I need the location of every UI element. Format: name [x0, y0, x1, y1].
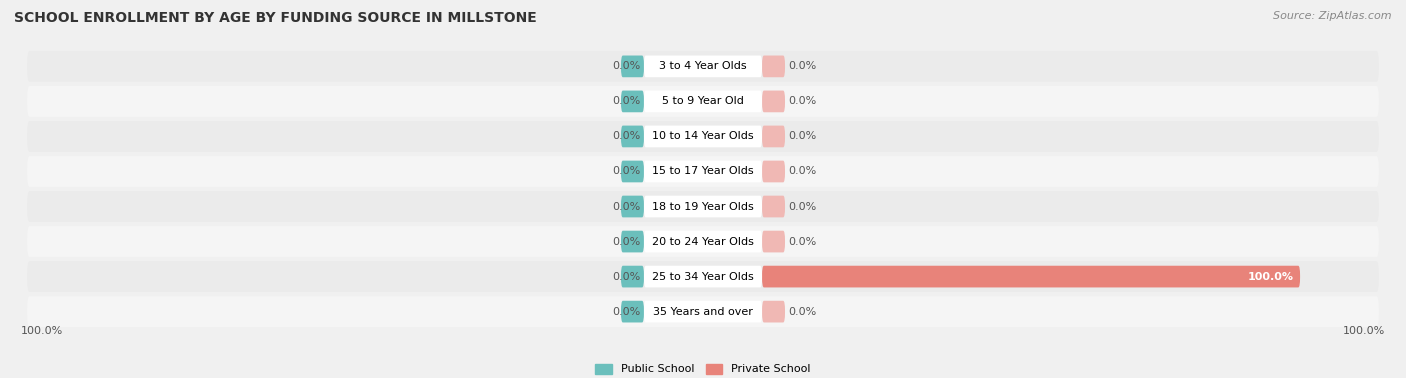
FancyBboxPatch shape [762, 301, 785, 322]
FancyBboxPatch shape [621, 161, 644, 182]
FancyBboxPatch shape [621, 125, 644, 147]
Text: 5 to 9 Year Old: 5 to 9 Year Old [662, 96, 744, 107]
FancyBboxPatch shape [27, 51, 1379, 82]
FancyBboxPatch shape [27, 156, 1379, 187]
FancyBboxPatch shape [27, 261, 1379, 292]
FancyBboxPatch shape [762, 266, 1301, 287]
FancyBboxPatch shape [762, 231, 785, 253]
FancyBboxPatch shape [644, 91, 762, 112]
FancyBboxPatch shape [621, 91, 644, 112]
FancyBboxPatch shape [621, 266, 644, 287]
Text: 0.0%: 0.0% [613, 271, 641, 282]
FancyBboxPatch shape [644, 125, 762, 147]
Text: 0.0%: 0.0% [789, 132, 817, 141]
FancyBboxPatch shape [762, 91, 785, 112]
Text: 0.0%: 0.0% [613, 132, 641, 141]
Text: 25 to 34 Year Olds: 25 to 34 Year Olds [652, 271, 754, 282]
FancyBboxPatch shape [762, 161, 785, 182]
Text: 0.0%: 0.0% [789, 307, 817, 317]
Text: 0.0%: 0.0% [613, 166, 641, 177]
Text: 20 to 24 Year Olds: 20 to 24 Year Olds [652, 237, 754, 246]
FancyBboxPatch shape [621, 301, 644, 322]
Text: 0.0%: 0.0% [613, 61, 641, 71]
Text: SCHOOL ENROLLMENT BY AGE BY FUNDING SOURCE IN MILLSTONE: SCHOOL ENROLLMENT BY AGE BY FUNDING SOUR… [14, 11, 537, 25]
Text: 35 Years and over: 35 Years and over [652, 307, 754, 317]
Text: 10 to 14 Year Olds: 10 to 14 Year Olds [652, 132, 754, 141]
FancyBboxPatch shape [621, 231, 644, 253]
Text: 100.0%: 100.0% [21, 326, 63, 336]
FancyBboxPatch shape [621, 196, 644, 217]
Text: 0.0%: 0.0% [613, 237, 641, 246]
Text: 100.0%: 100.0% [1343, 326, 1385, 336]
FancyBboxPatch shape [27, 86, 1379, 117]
Text: 100.0%: 100.0% [1247, 271, 1294, 282]
Text: 0.0%: 0.0% [789, 166, 817, 177]
FancyBboxPatch shape [644, 56, 762, 77]
Text: 0.0%: 0.0% [789, 201, 817, 212]
Text: 15 to 17 Year Olds: 15 to 17 Year Olds [652, 166, 754, 177]
Text: 0.0%: 0.0% [789, 237, 817, 246]
Text: 0.0%: 0.0% [789, 61, 817, 71]
Text: 0.0%: 0.0% [789, 96, 817, 107]
Text: 18 to 19 Year Olds: 18 to 19 Year Olds [652, 201, 754, 212]
FancyBboxPatch shape [27, 226, 1379, 257]
FancyBboxPatch shape [621, 56, 644, 77]
Legend: Public School, Private School: Public School, Private School [591, 359, 815, 378]
FancyBboxPatch shape [644, 301, 762, 322]
Text: 3 to 4 Year Olds: 3 to 4 Year Olds [659, 61, 747, 71]
FancyBboxPatch shape [27, 296, 1379, 327]
FancyBboxPatch shape [762, 196, 785, 217]
FancyBboxPatch shape [644, 231, 762, 253]
Text: 0.0%: 0.0% [613, 307, 641, 317]
FancyBboxPatch shape [762, 125, 785, 147]
FancyBboxPatch shape [27, 191, 1379, 222]
FancyBboxPatch shape [644, 196, 762, 217]
Text: 0.0%: 0.0% [613, 201, 641, 212]
FancyBboxPatch shape [27, 121, 1379, 152]
Text: 0.0%: 0.0% [613, 96, 641, 107]
FancyBboxPatch shape [762, 56, 785, 77]
FancyBboxPatch shape [644, 161, 762, 182]
FancyBboxPatch shape [644, 266, 762, 287]
Text: Source: ZipAtlas.com: Source: ZipAtlas.com [1274, 11, 1392, 21]
